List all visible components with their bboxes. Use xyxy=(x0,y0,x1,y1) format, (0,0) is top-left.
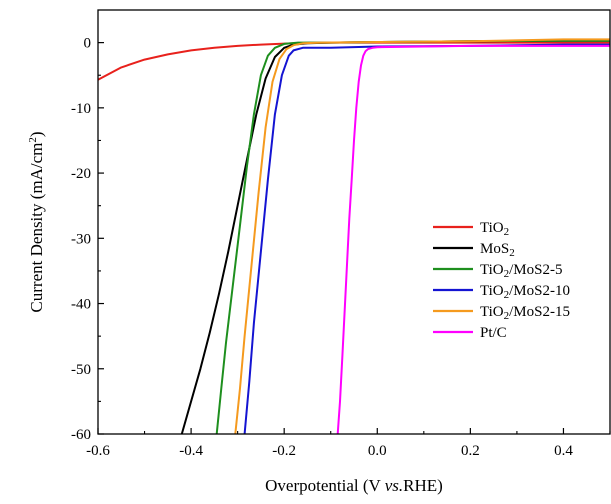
y-tick-label: -60 xyxy=(71,427,91,443)
legend-label: TiO2 xyxy=(480,220,509,238)
x-axis-title: Overpotential (V vs.RHE) xyxy=(265,476,443,495)
series-line-1 xyxy=(180,39,610,434)
series-line-4 xyxy=(234,38,610,434)
x-tick-label: 0.4 xyxy=(554,443,573,459)
legend-label: MoS2 xyxy=(480,241,515,259)
series-curves xyxy=(98,38,610,434)
plot-frame xyxy=(97,9,611,435)
y-tick-label: -20 xyxy=(71,166,91,182)
x-tick-label: 0.2 xyxy=(461,443,480,459)
axis-ticks xyxy=(97,42,611,435)
x-tick-label: -0.4 xyxy=(179,443,203,459)
series-line-3 xyxy=(243,43,610,434)
x-tick-label: -0.6 xyxy=(86,443,110,459)
y-tick-label: -30 xyxy=(71,231,91,247)
y-tick-label: -40 xyxy=(71,297,91,313)
legend-label: TiO2/MoS2-10 xyxy=(480,283,570,301)
legend-label: TiO2/MoS2-15 xyxy=(480,304,570,322)
chart-legend: TiO2 MoS2 TiO2/MoS2-5 TiO2/MoS2-10 TiO2/MoS2… xyxy=(433,220,570,341)
legend-label: TiO2/MoS2-5 xyxy=(480,262,562,280)
series-line-2 xyxy=(215,39,610,434)
x-tick-label: -0.2 xyxy=(272,443,296,459)
x-tick-label: 0.0 xyxy=(368,443,387,459)
series-line-0 xyxy=(98,41,610,81)
y-axis-title: Current Density (mA/cm2) xyxy=(27,131,46,312)
y-tick-label: -50 xyxy=(71,362,91,378)
legend-label: Pt/C xyxy=(480,325,507,341)
series-line-5 xyxy=(336,44,610,434)
y-tick-label: 0 xyxy=(84,36,92,52)
axis-tick-labels: -0.6 -0.4 -0.2 0.0 0.2 0.4 0 -10 -20 -30 -40 -50 -60 xyxy=(71,36,573,459)
y-tick-label: -10 xyxy=(71,101,91,117)
